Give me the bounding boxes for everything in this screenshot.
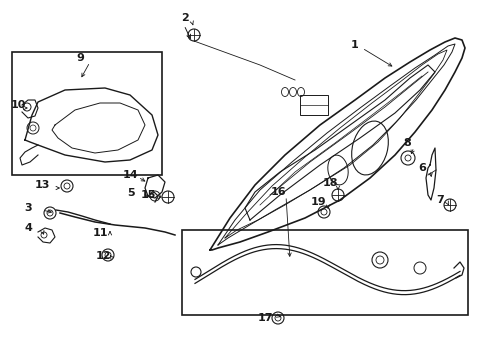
Bar <box>12 52 162 175</box>
Text: 3: 3 <box>24 203 32 213</box>
Text: 1: 1 <box>350 40 358 50</box>
Text: 11: 11 <box>92 228 107 238</box>
Text: 14: 14 <box>122 170 138 180</box>
Text: 2: 2 <box>181 13 188 23</box>
Text: 18: 18 <box>322 178 337 188</box>
Bar <box>299 95 327 115</box>
Text: 10: 10 <box>10 100 26 110</box>
Text: 19: 19 <box>310 197 326 207</box>
Text: 16: 16 <box>270 187 285 197</box>
Text: 6: 6 <box>417 163 425 173</box>
Text: 12: 12 <box>95 251 110 261</box>
Text: 8: 8 <box>402 138 410 148</box>
Text: 17: 17 <box>257 313 272 323</box>
Text: 5: 5 <box>127 188 135 198</box>
Text: 13: 13 <box>34 180 50 190</box>
Text: 4: 4 <box>24 223 32 233</box>
Text: 9: 9 <box>76 53 84 63</box>
Text: 15: 15 <box>140 190 155 200</box>
Text: 7: 7 <box>435 195 443 205</box>
Bar <box>182 230 467 315</box>
